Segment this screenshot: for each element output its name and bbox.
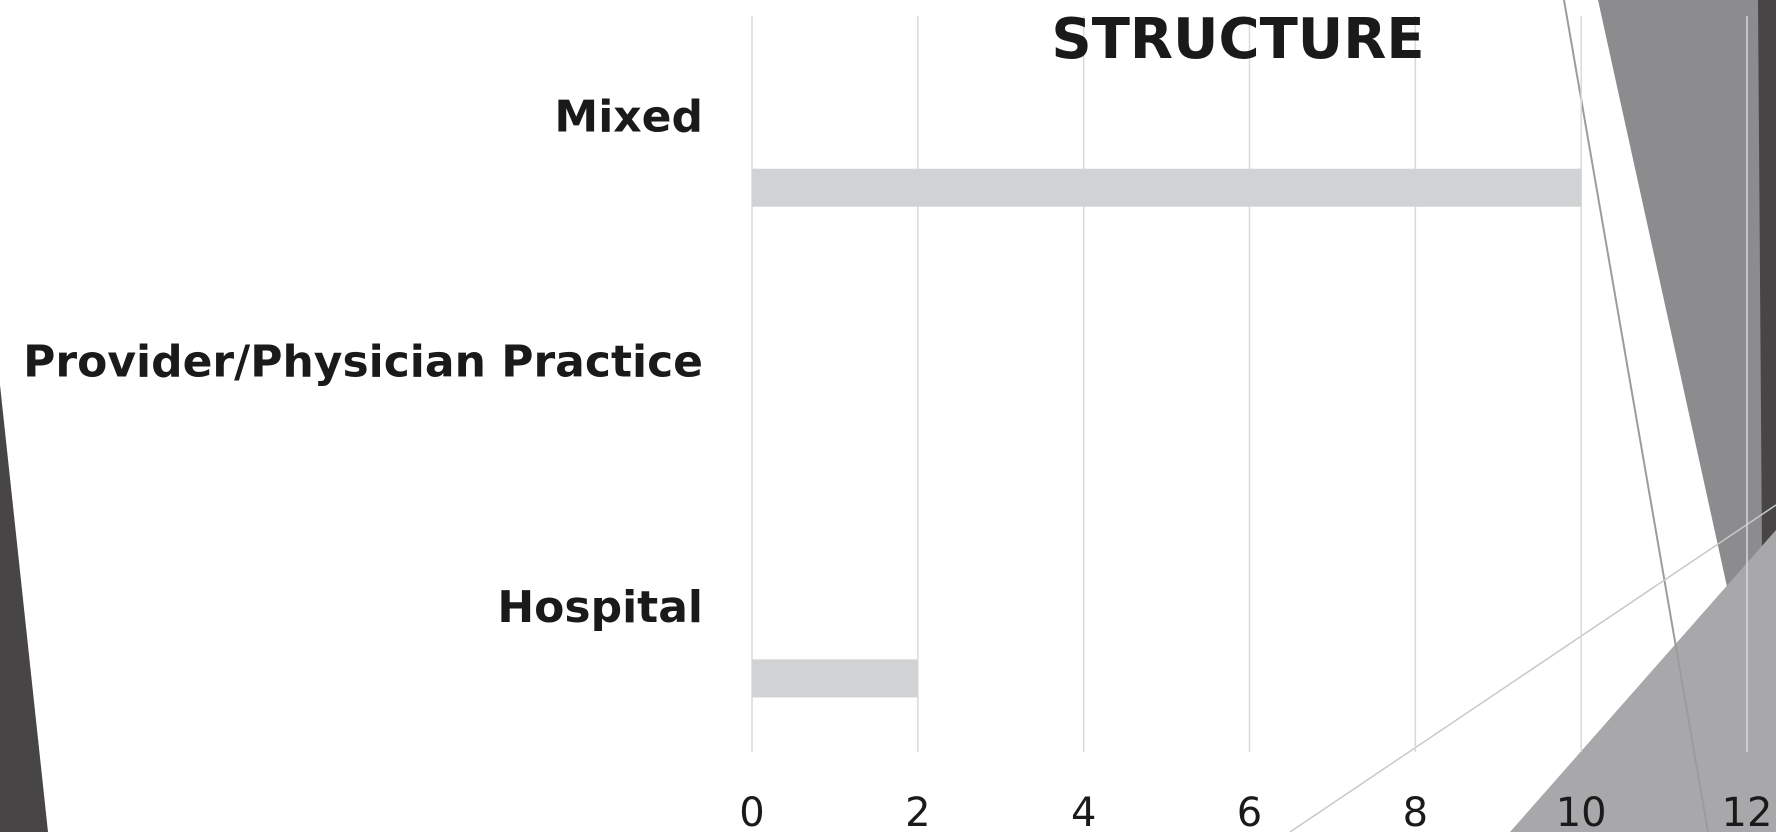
category-label-2: Mixed — [554, 91, 703, 142]
bottom-right-gray-wedge — [1510, 530, 1776, 832]
gridlines — [751, 16, 1748, 752]
category-label-1: Provider/Physician Practice — [23, 337, 703, 388]
x-tick-label-3: 6 — [1237, 790, 1262, 832]
bar-mixed — [752, 168, 1582, 207]
x-axis-tick-labels: 0 2 4 6 8 10 12 — [739, 790, 1772, 832]
x-tick-label-1: 2 — [905, 790, 930, 832]
category-labels: Hospital Provider/Physician Practice Mixed — [23, 91, 703, 633]
right-gray-band — [1598, 0, 1776, 680]
bar-hospital — [752, 659, 918, 698]
left-dark-wedge — [0, 385, 48, 832]
x-tick-label-2: 4 — [1071, 790, 1096, 832]
chart-title: STRUCTURE — [1051, 7, 1424, 72]
x-tick-label-0: 0 — [739, 790, 764, 832]
thin-diagonal-line-2 — [1289, 504, 1776, 832]
thin-diagonal-line-1 — [1563, 0, 1709, 832]
x-tick-label-6: 12 — [1722, 790, 1773, 832]
category-label-0: Hospital — [497, 582, 703, 633]
x-tick-label-5: 10 — [1556, 790, 1607, 832]
bars — [752, 168, 1582, 698]
x-tick-label-4: 8 — [1403, 790, 1428, 832]
